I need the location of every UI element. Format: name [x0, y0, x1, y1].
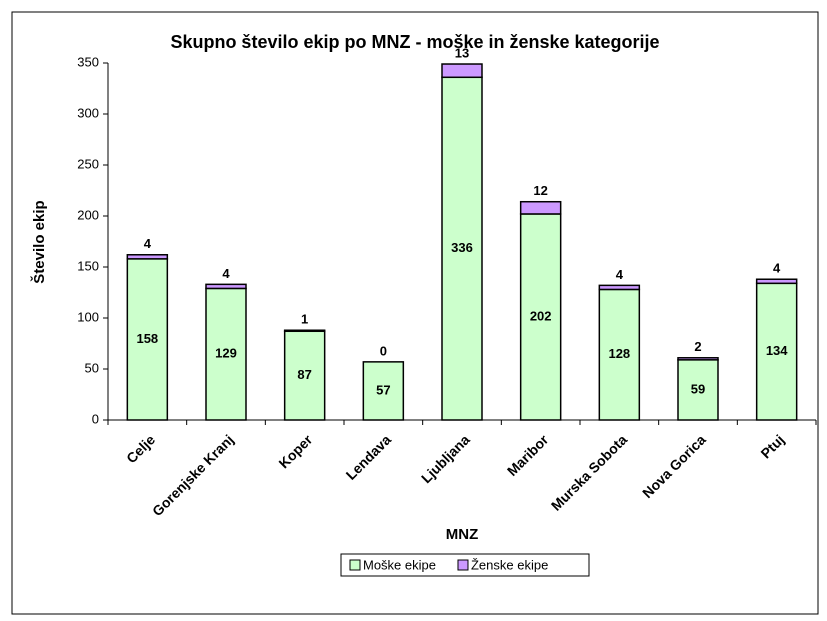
bar-segment: [205, 283, 247, 290]
legend-label: Moške ekipe: [363, 557, 436, 572]
value-label: 12: [533, 183, 547, 198]
value-label: 2: [694, 339, 701, 354]
value-label: 13: [455, 45, 469, 60]
y-tick-label: 250: [77, 156, 99, 171]
bar-segment: [126, 254, 169, 260]
value-label: 202: [530, 308, 552, 323]
y-tick-label: 100: [77, 309, 99, 324]
legend-label: Ženske ekipe: [471, 557, 548, 572]
bar-segment: [677, 359, 719, 421]
x-axis-label: MNZ: [446, 526, 479, 543]
bar-segment: [598, 288, 641, 421]
value-label: 4: [616, 267, 624, 282]
y-axis-label: Število ekip: [30, 200, 48, 283]
bar-segment: [441, 63, 483, 79]
value-label: 1: [301, 312, 308, 327]
value-label: 336: [451, 240, 473, 255]
y-tick-label: 150: [77, 258, 99, 273]
y-tick-label: 300: [77, 105, 99, 120]
value-label: 4: [222, 266, 230, 281]
y-tick-label: 0: [92, 411, 99, 426]
value-label: 0: [380, 343, 387, 358]
value-label: 87: [297, 367, 311, 382]
y-tick-label: 50: [85, 360, 99, 375]
bar-segment: [598, 284, 641, 291]
bar-segment: [126, 258, 169, 421]
value-label: 134: [766, 343, 788, 358]
value-label: 59: [691, 381, 705, 396]
legend-swatch: [457, 559, 469, 571]
bar-segment: [205, 287, 247, 421]
value-label: 129: [215, 346, 237, 361]
value-label: 128: [608, 346, 630, 361]
legend-swatch: [349, 559, 361, 571]
bar-segment: [677, 357, 719, 361]
bar-segment: [755, 278, 798, 285]
bar-segment: [362, 361, 405, 421]
value-label: 4: [773, 261, 781, 276]
bar-segment: [519, 200, 562, 215]
legend: Moške ekipe Ženske ekipe: [340, 553, 590, 577]
value-label: 57: [376, 382, 390, 397]
value-label: 4: [144, 236, 152, 251]
y-tick-label: 200: [77, 207, 99, 222]
bar-segment: [283, 330, 326, 421]
value-label: 158: [136, 331, 158, 346]
bar-segment: [283, 329, 326, 333]
chart-title: Skupno število ekip po MNZ - moške in že…: [170, 32, 659, 52]
bar-segment: [755, 282, 798, 421]
y-tick-label: 350: [77, 54, 99, 69]
